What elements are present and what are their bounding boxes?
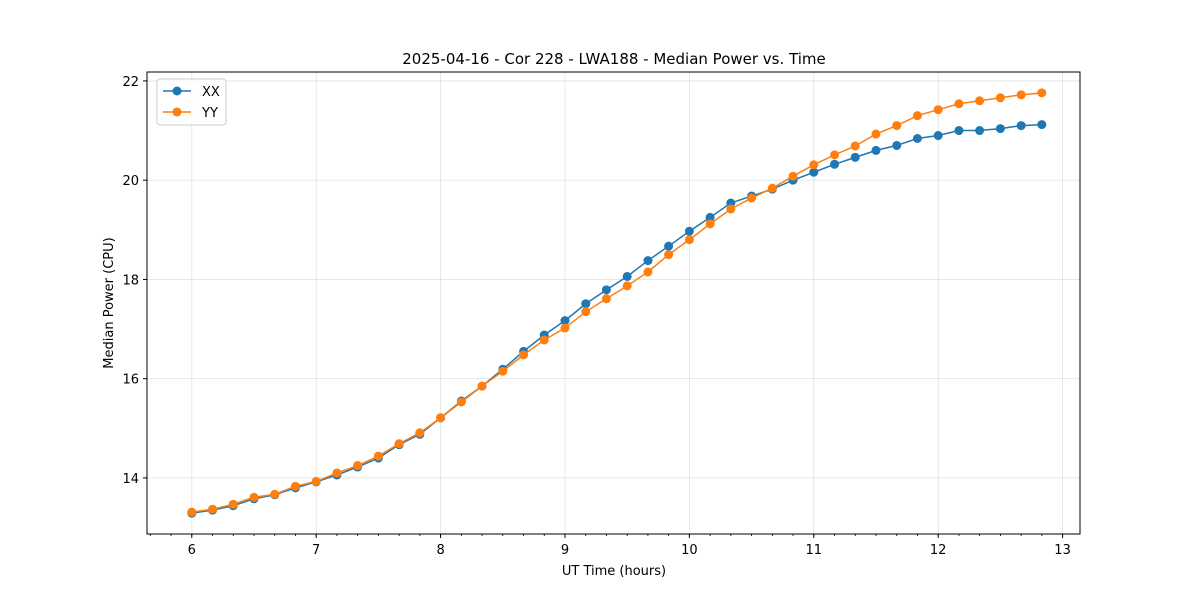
data-point-yy [311, 476, 321, 486]
data-point-yy [747, 193, 757, 203]
data-point-xx [581, 299, 591, 309]
data-point-yy [892, 121, 902, 131]
data-point-yy [871, 129, 881, 139]
data-point-yy [705, 219, 715, 229]
data-point-yy [684, 235, 694, 245]
data-point-yy [270, 489, 280, 499]
data-point-yy [560, 323, 570, 333]
data-point-yy [1016, 90, 1026, 100]
data-point-yy [850, 141, 860, 151]
data-point-yy [373, 451, 383, 461]
data-point-yy [208, 504, 218, 514]
data-point-yy [975, 96, 985, 106]
data-point-xx [809, 167, 819, 177]
data-point-xx [705, 212, 715, 222]
data-point-yy [456, 397, 466, 407]
x-tick-label: 9 [561, 543, 569, 558]
series-layer [187, 88, 1047, 518]
data-point-xx [684, 226, 694, 236]
legend-label-yy: YY [201, 106, 218, 121]
data-point-xx [912, 133, 922, 143]
data-point-yy [249, 492, 259, 502]
legend-marker-yy [172, 107, 182, 117]
y-tick-label: 22 [122, 75, 139, 90]
y-axis-label: Median Power (CPU) [102, 237, 117, 368]
data-point-xx [664, 241, 674, 251]
data-point-yy [436, 413, 446, 423]
legend-marker-xx [172, 86, 182, 96]
data-point-xx [975, 126, 985, 136]
data-point-xx [643, 256, 653, 266]
data-point-xx [871, 145, 881, 155]
data-point-xx [892, 140, 902, 150]
chart-title: 2025-04-16 - Cor 228 - LWA188 - Median P… [402, 50, 826, 68]
data-point-yy [995, 93, 1005, 103]
x-axis: 6 7 8 9 10 11 12 13 [149, 534, 1071, 558]
y-tick-label: 16 [122, 373, 139, 388]
data-point-yy [622, 281, 632, 291]
x-tick-label: 11 [806, 543, 823, 558]
data-point-xx [954, 126, 964, 136]
data-point-xx [830, 159, 840, 169]
data-point-yy [664, 250, 674, 260]
x-tick-label: 6 [188, 543, 196, 558]
plot-frame [146, 71, 1081, 535]
data-point-yy [353, 461, 363, 471]
x-tick-label: 10 [681, 543, 698, 558]
legend-label-xx: XX [202, 85, 220, 100]
data-point-xx [560, 316, 570, 326]
data-point-yy [912, 111, 922, 121]
y-tick-label: 18 [122, 273, 139, 288]
data-point-xx [850, 152, 860, 162]
data-point-yy [394, 439, 404, 449]
data-point-xx [622, 271, 632, 281]
data-point-yy [187, 507, 197, 517]
data-point-yy [228, 499, 238, 509]
grid [147, 72, 1080, 534]
data-point-yy [415, 428, 425, 438]
data-point-yy [477, 381, 487, 391]
data-point-xx [1037, 120, 1047, 130]
x-tick-label: 7 [312, 543, 320, 558]
y-tick-label: 14 [122, 472, 139, 487]
data-point-yy [498, 366, 508, 376]
data-point-yy [539, 335, 549, 345]
y-axis: 14 16 18 20 22 [122, 75, 147, 487]
y-tick-label: 20 [122, 174, 139, 189]
data-point-xx [1016, 121, 1026, 131]
data-point-yy [519, 350, 529, 360]
data-point-yy [1037, 88, 1047, 98]
data-point-yy [643, 267, 653, 277]
data-point-yy [809, 160, 819, 170]
data-point-xx [995, 124, 1005, 134]
data-point-yy [290, 481, 300, 491]
data-point-xx [601, 285, 611, 295]
data-point-yy [933, 105, 943, 115]
data-point-yy [767, 183, 777, 193]
x-tick-label: 13 [1054, 543, 1071, 558]
data-point-yy [726, 204, 736, 214]
x-tick-label: 12 [930, 543, 947, 558]
data-point-yy [830, 150, 840, 160]
data-point-yy [601, 294, 611, 304]
legend: XX YY [156, 78, 227, 126]
data-point-yy [788, 171, 798, 181]
data-point-yy [332, 468, 342, 478]
data-point-yy [581, 307, 591, 317]
x-axis-label: UT Time (hours) [562, 564, 666, 579]
data-point-xx [933, 131, 943, 141]
x-tick-label: 8 [436, 543, 444, 558]
data-point-yy [954, 99, 964, 109]
